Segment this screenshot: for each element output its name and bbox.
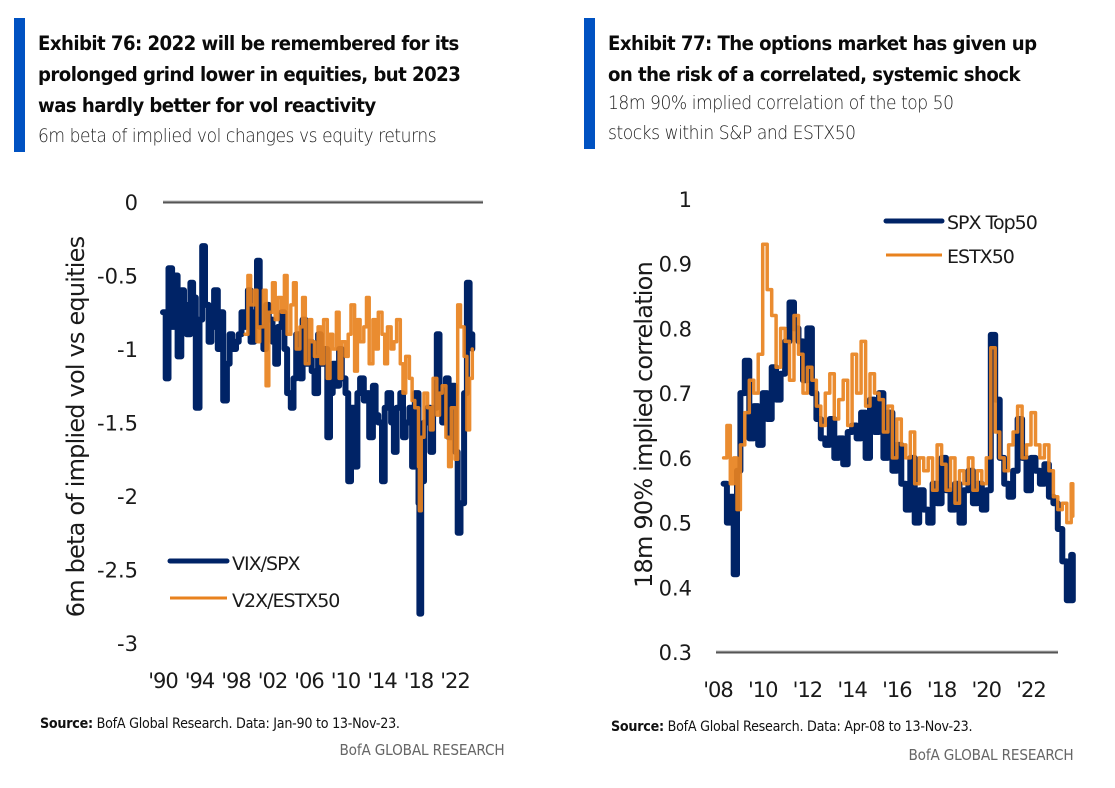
source-label: Source: — [40, 716, 93, 732]
x-tick-label: '22 — [440, 669, 470, 693]
y-tick-label: -2.5 — [97, 559, 138, 583]
exhibit-77-brand: BofA GLOBAL RESEARCH — [908, 746, 1073, 764]
y-axis-label: 6m beta of implied vol vs equities — [62, 236, 90, 617]
chart-correlation: 1 0.9 0.8 0.7 0.6 0.5 0.4 0.3 '08 '10 '12 '14 '16 '1… — [630, 188, 1076, 700]
y-tick-label: 0.6 — [659, 447, 692, 471]
exhibit-77-source: Source: BofA Global Research. Data: Apr-… — [611, 719, 973, 735]
x-tick-label: '18 — [927, 678, 957, 700]
exhibit-76-accent-bar — [14, 18, 25, 152]
x-tick-label: '14 — [367, 669, 397, 693]
exhibit-76-brand: BofA GLOBAL RESEARCH — [339, 741, 504, 759]
legend-label-vix-spx: VIX/SPX — [232, 553, 301, 575]
chart-beta: 0-0.5-1-1.5-2-2.5-3 '90'94'98'02'06'10'1… — [62, 191, 483, 693]
x-tick-label: '08 — [703, 678, 733, 700]
y-tick-label: 0 — [125, 191, 138, 215]
exhibit-77-subtitle-line: 18m 90% implied correlation of the top 5… — [608, 92, 954, 114]
legend-label-estx50: ESTX50 — [947, 246, 1014, 268]
legend: VIX/SPX V2X/ESTX50 — [167, 553, 340, 612]
y-tick-label: 0.5 — [659, 512, 692, 536]
exhibit-77-title-line: Exhibit 77: The options market has given… — [608, 32, 1037, 55]
x-tick-label: '16 — [882, 678, 912, 700]
x-tick-label: '14 — [837, 678, 867, 700]
y-tick-label: -3 — [117, 632, 138, 656]
exhibit-77-subtitle-line: stocks within S&P and ESTX50 — [608, 122, 856, 144]
x-tick-label: '22 — [1016, 678, 1046, 700]
x-tick-label: '06 — [294, 669, 324, 693]
y-tick-label: -0.5 — [97, 265, 138, 289]
x-tick-label: '02 — [258, 669, 288, 693]
x-tick-label: '94 — [185, 669, 215, 693]
y-tick-label: 0.7 — [659, 382, 692, 406]
x-tick-label: '10 — [331, 669, 361, 693]
legend-label-spx-top50: SPX Top50 — [947, 212, 1037, 234]
y-tick-label: 0.9 — [659, 253, 692, 277]
x-tick-label: '18 — [404, 669, 434, 693]
y-tick-label: -1.5 — [97, 412, 138, 436]
exhibit-77-accent-bar — [584, 18, 595, 149]
x-tick-label: '20 — [972, 678, 1002, 700]
legend: SPX Top50 ESTX50 — [883, 212, 1038, 268]
exhibit-76-title-line: Exhibit 76: 2022 will be remembered for … — [38, 32, 459, 55]
y-tick-label: 1 — [679, 188, 692, 212]
source-text: BofA Global Research. Data: Jan-90 to 13… — [96, 716, 400, 732]
y-tick-label: 0.4 — [659, 576, 692, 600]
exhibit-76-title-line: prolonged grind lower in equities, but 2… — [38, 63, 461, 86]
x-tick-label: '90 — [148, 669, 178, 693]
source-text: BofA Global Research. Data: Apr-08 to 13… — [667, 719, 973, 735]
exhibit-76-subtitle: 6m beta of implied vol changes vs equity… — [38, 125, 437, 147]
x-tick-label: '10 — [748, 678, 778, 700]
x-tick-label: '98 — [221, 669, 251, 693]
x-tick-label: '12 — [793, 678, 823, 700]
y-tick-label: 0.3 — [659, 641, 692, 665]
exhibit-77-title-line: on the risk of a correlated, systemic sh… — [608, 63, 1021, 86]
y-tick-label: -1 — [117, 338, 138, 362]
y-tick-label: -2 — [117, 485, 138, 509]
exhibit-76-source: Source: BofA Global Research. Data: Jan-… — [40, 716, 400, 732]
exhibit-76-title-line: was hardly better for vol reactivity — [38, 94, 376, 117]
legend-label-v2x-estx50: V2X/ESTX50 — [232, 590, 339, 612]
source-label: Source: — [611, 719, 664, 735]
y-axis-label: 18m 90% implied correlation — [630, 262, 658, 588]
series-line-vix-spx — [160, 243, 476, 617]
y-tick-label: 0.8 — [659, 317, 692, 341]
